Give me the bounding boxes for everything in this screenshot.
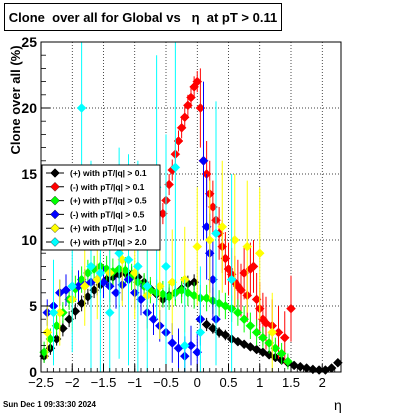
data-point bbox=[61, 285, 71, 296]
data-point bbox=[242, 241, 253, 252]
data-point bbox=[211, 228, 221, 239]
series-1 bbox=[158, 68, 296, 365]
x-tick-label: −0.5 bbox=[153, 375, 179, 390]
data-point bbox=[276, 348, 287, 359]
legend-label: (-) with pT/|q| > 0.1 bbox=[70, 182, 145, 192]
data-point bbox=[286, 303, 296, 314]
legend-label: (+) with pT/|q| > 1.0 bbox=[70, 223, 147, 233]
x-tick-label: 0 bbox=[194, 375, 201, 390]
legend-box bbox=[41, 164, 161, 251]
legend-marker bbox=[50, 168, 60, 178]
data-point bbox=[142, 281, 153, 292]
legend: (+) with pT/|q| > 0.1 (-) with pT/|q| > 0… bbox=[41, 164, 161, 251]
y-tick-label: 20 bbox=[21, 100, 37, 116]
legend-label: (+) with pT/|q| > 2.0 bbox=[70, 237, 147, 247]
data-point bbox=[42, 327, 53, 338]
data-point bbox=[220, 330, 231, 340]
data-point bbox=[254, 248, 265, 259]
data-point bbox=[195, 327, 206, 338]
data-point bbox=[326, 363, 337, 373]
data-point bbox=[95, 268, 106, 278]
data-point bbox=[226, 274, 237, 285]
chart-title-box: Clone over all for Global vs η at pT > 0… bbox=[4, 3, 282, 31]
data-point bbox=[67, 281, 78, 292]
data-point bbox=[123, 254, 134, 265]
data-point bbox=[258, 332, 268, 343]
y-tick-label: 15 bbox=[21, 166, 37, 182]
data-point bbox=[301, 363, 312, 373]
data-point bbox=[161, 261, 171, 272]
data-point bbox=[167, 338, 178, 348]
data-point bbox=[86, 261, 96, 272]
legend-label: (+) with pT/|q| > 0.5 bbox=[70, 196, 147, 206]
x-axis-label: η bbox=[334, 397, 342, 413]
data-point bbox=[198, 155, 209, 166]
data-point bbox=[114, 248, 124, 259]
chart-title: Clone over all for Global vs η at pT > 0… bbox=[8, 10, 278, 25]
legend-label: (+) with pT/|q| > 0.1 bbox=[70, 168, 147, 178]
series-5 bbox=[48, 42, 237, 372]
data-point bbox=[279, 332, 290, 343]
data-point bbox=[295, 361, 306, 372]
legend-marker bbox=[50, 223, 60, 233]
y-tick-label: 25 bbox=[21, 34, 37, 50]
x-tick-label: −2.5 bbox=[28, 375, 54, 390]
legend-label: (-) with pT/|q| > 0.5 bbox=[70, 209, 145, 219]
data-point bbox=[267, 327, 278, 338]
x-tick-label: 1 bbox=[256, 375, 263, 390]
legend-marker bbox=[50, 237, 60, 247]
data-point bbox=[104, 307, 115, 318]
data-point bbox=[79, 281, 90, 292]
y-tick-label: 0 bbox=[29, 364, 37, 380]
data-point bbox=[283, 356, 293, 367]
data-point bbox=[179, 340, 190, 351]
data-point bbox=[248, 261, 259, 272]
data-point bbox=[251, 327, 262, 338]
data-point bbox=[201, 319, 212, 330]
data-point bbox=[204, 235, 215, 245]
x-tick-label: −1.5 bbox=[91, 375, 117, 390]
data-point bbox=[48, 307, 59, 318]
y-tick-label: 10 bbox=[21, 232, 37, 248]
timestamp: Sun Dec 1 09:33:30 2024 bbox=[3, 400, 96, 409]
data-point bbox=[76, 103, 87, 113]
legend-marker bbox=[50, 195, 60, 206]
data-point bbox=[170, 162, 181, 173]
data-point bbox=[289, 360, 299, 371]
legend-marker bbox=[50, 182, 60, 192]
y-tick-label: 5 bbox=[29, 298, 37, 314]
x-tick-label: 2 bbox=[319, 375, 326, 390]
legend-marker bbox=[50, 209, 60, 220]
x-tick-label: −2 bbox=[65, 375, 80, 390]
x-tick-label: 0.5 bbox=[219, 375, 237, 390]
data-point bbox=[239, 314, 249, 325]
data-point bbox=[233, 307, 243, 318]
x-tick-label: 1.5 bbox=[282, 375, 300, 390]
y-axis-label: Clone over all (%) bbox=[8, 45, 23, 154]
data-point bbox=[245, 320, 256, 331]
data-point bbox=[217, 221, 228, 232]
data-point bbox=[192, 241, 203, 252]
x-tick-label: −1 bbox=[127, 375, 142, 390]
series-layer bbox=[39, 42, 343, 375]
data-point bbox=[133, 261, 143, 272]
